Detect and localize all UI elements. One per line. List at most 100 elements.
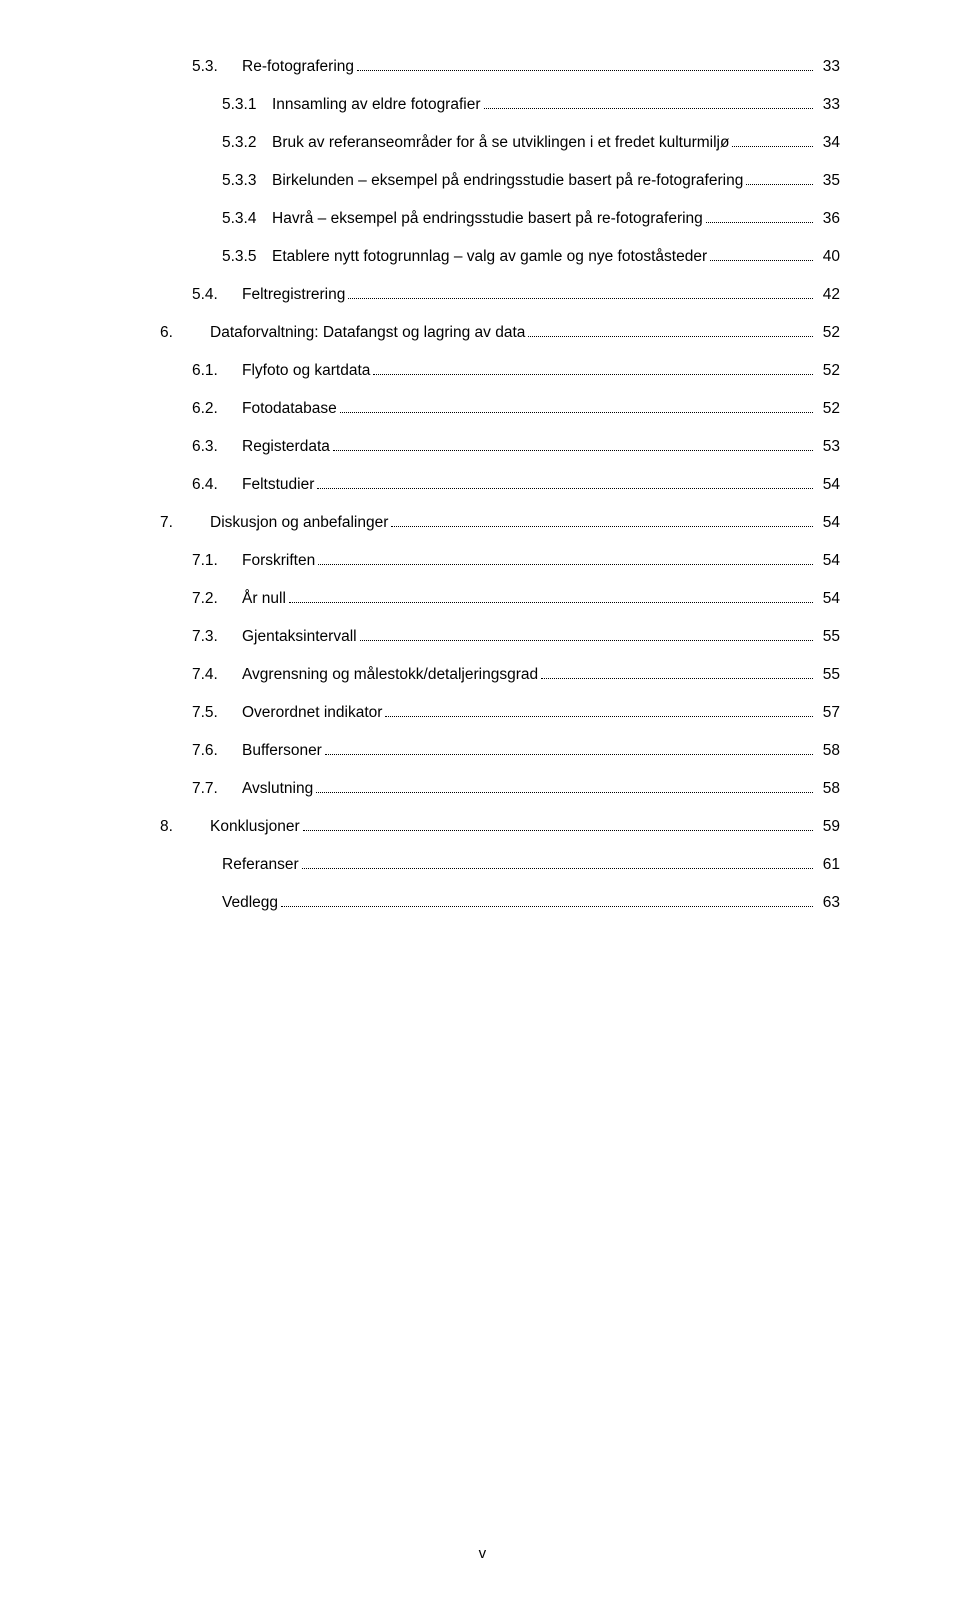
toc-entry: 6. Dataforvaltning: Datafangst og lagrin… bbox=[160, 324, 840, 342]
toc-title: Dataforvaltning: Datafangst og lagring a… bbox=[210, 324, 525, 342]
toc-page: 54 bbox=[816, 552, 840, 570]
toc-leader-dots bbox=[357, 70, 813, 71]
toc-container: 5.3. Re-fotografering 33 5.3.1 Innsamlin… bbox=[160, 58, 840, 912]
toc-number: 6. bbox=[160, 324, 210, 342]
toc-entry: 6.2. Fotodatabase 52 bbox=[160, 400, 840, 418]
toc-title: Re-fotografering bbox=[242, 58, 354, 76]
toc-number: 6.3. bbox=[192, 438, 242, 456]
toc-page: 61 bbox=[816, 856, 840, 874]
toc-title: Registerdata bbox=[242, 438, 330, 456]
toc-title: Etablere nytt fotogrunnlag – valg av gam… bbox=[272, 248, 707, 266]
toc-number: 5.4. bbox=[192, 286, 242, 304]
toc-leader-dots bbox=[302, 868, 813, 869]
toc-number: 7.3. bbox=[192, 628, 242, 646]
toc-entry: 5.3.3 Birkelunden – eksempel på endrings… bbox=[160, 172, 840, 190]
toc-number: 8. bbox=[160, 818, 210, 836]
toc-entry: 7.2. År null 54 bbox=[160, 590, 840, 608]
toc-number: 7.5. bbox=[192, 704, 242, 722]
toc-number: 5.3.5 bbox=[222, 248, 272, 266]
toc-leader-dots bbox=[303, 830, 813, 831]
toc-page: 63 bbox=[816, 894, 840, 912]
toc-entry: 5.3.5 Etablere nytt fotogrunnlag – valg … bbox=[160, 248, 840, 266]
toc-title: Referanser bbox=[222, 856, 299, 874]
toc-title: Overordnet indikator bbox=[242, 704, 382, 722]
toc-entry: 7. Diskusjon og anbefalinger 54 bbox=[160, 514, 840, 532]
toc-title: År null bbox=[242, 590, 286, 608]
toc-entry: 7.4. Avgrensning og målestokk/detaljerin… bbox=[160, 666, 840, 684]
toc-title: Fotodatabase bbox=[242, 400, 337, 418]
toc-leader-dots bbox=[325, 754, 813, 755]
toc-page: 53 bbox=[816, 438, 840, 456]
toc-leader-dots bbox=[340, 412, 813, 413]
page-number: v bbox=[479, 1545, 487, 1562]
toc-leader-dots bbox=[706, 222, 813, 223]
toc-page: 40 bbox=[816, 248, 840, 266]
toc-title: Feltstudier bbox=[242, 476, 314, 494]
toc-title: Birkelunden – eksempel på endringsstudie… bbox=[272, 172, 743, 190]
toc-number: 6.4. bbox=[192, 476, 242, 494]
toc-page: 55 bbox=[816, 628, 840, 646]
toc-leader-dots bbox=[732, 146, 813, 147]
toc-entry: Vedlegg 63 bbox=[160, 894, 840, 912]
toc-page: 34 bbox=[816, 134, 840, 152]
toc-entry: 7.5. Overordnet indikator 57 bbox=[160, 704, 840, 722]
toc-entry: 7.7. Avslutning 58 bbox=[160, 780, 840, 798]
toc-leader-dots bbox=[316, 792, 813, 793]
toc-number: 6.1. bbox=[192, 362, 242, 380]
toc-number: 5.3. bbox=[192, 58, 242, 76]
toc-leader-dots bbox=[373, 374, 813, 375]
toc-leader-dots bbox=[484, 108, 813, 109]
toc-title: Avslutning bbox=[242, 780, 313, 798]
toc-entry: 5.3.2 Bruk av referanseområder for å se … bbox=[160, 134, 840, 152]
toc-page: 33 bbox=[816, 58, 840, 76]
toc-leader-dots bbox=[348, 298, 813, 299]
toc-page: 57 bbox=[816, 704, 840, 722]
toc-title: Bruk av referanseområder for å se utvikl… bbox=[272, 134, 729, 152]
toc-number: 7.7. bbox=[192, 780, 242, 798]
toc-number: 5.3.4 bbox=[222, 210, 272, 228]
toc-entry: 6.3. Registerdata 53 bbox=[160, 438, 840, 456]
toc-page: 33 bbox=[816, 96, 840, 114]
toc-number: 7.6. bbox=[192, 742, 242, 760]
toc-entry: 5.3. Re-fotografering 33 bbox=[160, 58, 840, 76]
toc-number: 7.4. bbox=[192, 666, 242, 684]
toc-leader-dots bbox=[528, 336, 813, 337]
toc-number: 7. bbox=[160, 514, 210, 532]
toc-entry: 6.1. Flyfoto og kartdata 52 bbox=[160, 362, 840, 380]
toc-entry: 6.4. Feltstudier 54 bbox=[160, 476, 840, 494]
toc-title: Diskusjon og anbefalinger bbox=[210, 514, 388, 532]
toc-leader-dots bbox=[333, 450, 813, 451]
toc-entry: 7.6. Buffersoner 58 bbox=[160, 742, 840, 760]
toc-title: Innsamling av eldre fotografier bbox=[272, 96, 481, 114]
toc-leader-dots bbox=[746, 184, 813, 185]
toc-title: Flyfoto og kartdata bbox=[242, 362, 370, 380]
toc-title: Vedlegg bbox=[222, 894, 278, 912]
toc-number: 6.2. bbox=[192, 400, 242, 418]
toc-entry: 5.4. Feltregistrering 42 bbox=[160, 286, 840, 304]
toc-title: Konklusjoner bbox=[210, 818, 300, 836]
toc-title: Forskriften bbox=[242, 552, 315, 570]
toc-title: Buffersoner bbox=[242, 742, 322, 760]
toc-page: 55 bbox=[816, 666, 840, 684]
toc-leader-dots bbox=[385, 716, 813, 717]
toc-page: 52 bbox=[816, 362, 840, 380]
toc-title: Feltregistrering bbox=[242, 286, 345, 304]
toc-leader-dots bbox=[318, 564, 813, 565]
toc-page: 58 bbox=[816, 780, 840, 798]
toc-title: Gjentaksintervall bbox=[242, 628, 357, 646]
toc-page: 52 bbox=[816, 324, 840, 342]
toc-leader-dots bbox=[391, 526, 813, 527]
toc-number: 7.1. bbox=[192, 552, 242, 570]
toc-entry: 5.3.4 Havrå – eksempel på endringsstudie… bbox=[160, 210, 840, 228]
toc-entry: 7.1. Forskriften 54 bbox=[160, 552, 840, 570]
toc-leader-dots bbox=[289, 602, 813, 603]
toc-title: Avgrensning og målestokk/detaljeringsgra… bbox=[242, 666, 538, 684]
toc-entry: Referanser 61 bbox=[160, 856, 840, 874]
toc-leader-dots bbox=[360, 640, 813, 641]
toc-leader-dots bbox=[317, 488, 813, 489]
toc-leader-dots bbox=[541, 678, 813, 679]
toc-number: 5.3.2 bbox=[222, 134, 272, 152]
toc-page: 42 bbox=[816, 286, 840, 304]
toc-entry: 8. Konklusjoner 59 bbox=[160, 818, 840, 836]
toc-number: 5.3.1 bbox=[222, 96, 272, 114]
